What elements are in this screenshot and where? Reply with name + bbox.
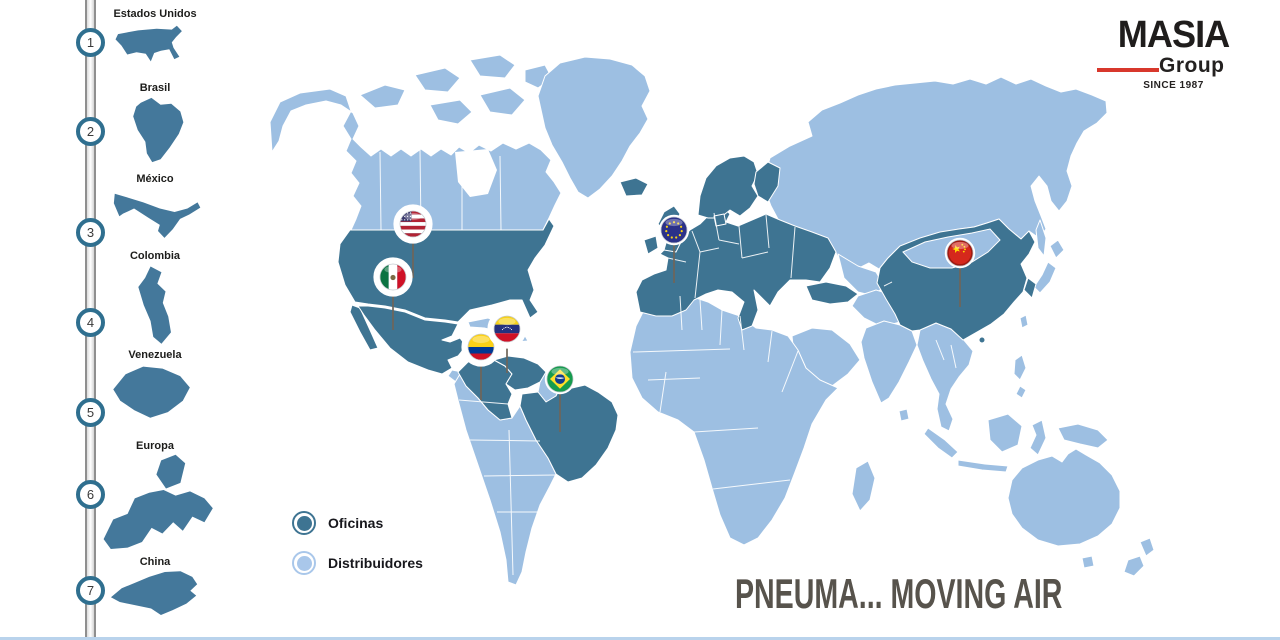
map-iceland — [619, 177, 649, 197]
map-korea — [1023, 277, 1037, 299]
map-new-zealand — [1123, 537, 1155, 577]
tagline: PNEUMA... MOVING AIR — [735, 570, 1063, 617]
map-japan — [1033, 239, 1065, 294]
map-arctic-islands — [359, 54, 553, 125]
legend-swatch-distributor — [292, 551, 316, 575]
legend-label-distributor: Distribuidores — [328, 555, 423, 571]
map-australia — [1007, 448, 1121, 547]
map-pin-mexico — [373, 257, 413, 330]
map-philippines — [1013, 354, 1027, 399]
map-pin-china — [944, 237, 976, 307]
country-silhouette-europa — [103, 454, 213, 549]
sidebar-number-4: 4 — [76, 308, 105, 337]
map-turkey — [805, 281, 859, 305]
legend-item-distributor: Distribuidores — [292, 550, 423, 576]
sidebar-number-7: 7 — [76, 576, 105, 605]
country-silhouette-brazil — [133, 97, 184, 163]
brand-since-label: SINCE 1987 — [1143, 80, 1204, 91]
pin-flag-mexico-icon — [373, 257, 413, 297]
sidebar-item-label-china: China — [139, 556, 171, 568]
map-taiwan — [1019, 314, 1029, 329]
brand-name: MASIA — [1117, 14, 1231, 56]
map-ireland — [643, 235, 659, 255]
sidebar-item-label-brazil: Brasil — [139, 82, 171, 94]
map-tasmania — [1081, 555, 1095, 569]
sidebar-item-label-mexico: México — [136, 173, 174, 185]
legend-item-office: Oficinas — [292, 510, 423, 536]
bottom-border-line — [0, 637, 1280, 640]
map-country-borders — [379, 149, 957, 576]
pin-flag-usa-icon — [393, 204, 433, 244]
country-silhouette-china — [110, 571, 198, 616]
map-pin-colombia — [461, 327, 501, 400]
map-legend: Oficinas Distribuidores — [292, 510, 423, 590]
sidebar-item-label-colombia: Colombia — [129, 250, 181, 262]
map-finland — [753, 161, 781, 203]
map-madagascar — [851, 460, 876, 512]
country-silhouette-colombia — [138, 266, 171, 344]
legend-dot-office — [296, 515, 312, 531]
map-pin-venezuela — [487, 309, 527, 373]
sidebar-item-label-usa: Estados Unidos — [113, 8, 197, 20]
sidebar-number-3: 3 — [76, 218, 105, 247]
pin-flag-colombia-icon — [461, 327, 501, 367]
pin-flag-brazil-icon — [544, 363, 576, 395]
map-pin-usa — [393, 204, 433, 278]
map-hudson-bay — [455, 149, 497, 197]
pin-flag-china-icon — [944, 237, 976, 269]
sidebar-number-1: 1 — [76, 28, 105, 57]
map-hainan — [978, 336, 986, 344]
sidebar-item-label-europa: Europa — [136, 440, 174, 452]
country-silhouette-usa — [115, 25, 182, 62]
map-canada — [269, 88, 562, 231]
map-pin-eu — [658, 214, 690, 283]
sidebar-number-6: 6 — [76, 480, 105, 509]
legend-dot-distributor — [296, 555, 312, 571]
pin-flag-eu-icon — [658, 214, 690, 246]
logo-red-underline — [1097, 68, 1159, 72]
sidebar-item-label-venezuela: Venezuela — [128, 349, 182, 361]
map-sakhalin — [1035, 219, 1047, 257]
map-sri-lanka — [898, 408, 910, 422]
brand-logo: MASIA Group SINCE 1987 — [1097, 16, 1250, 91]
map-pin-brazil — [544, 363, 576, 432]
map-greenland — [537, 56, 651, 199]
country-silhouette-mexico — [113, 193, 201, 238]
legend-swatch-office — [292, 511, 316, 535]
country-silhouette-venezuela — [113, 366, 190, 418]
sidebar-number-5: 5 — [76, 398, 105, 427]
pin-flag-venezuela-icon — [487, 309, 527, 349]
sidebar-number-2: 2 — [76, 117, 105, 146]
legend-label-office: Oficinas — [328, 515, 384, 531]
map-indonesia — [923, 413, 1109, 473]
brand-group-label: Group — [1159, 54, 1225, 77]
